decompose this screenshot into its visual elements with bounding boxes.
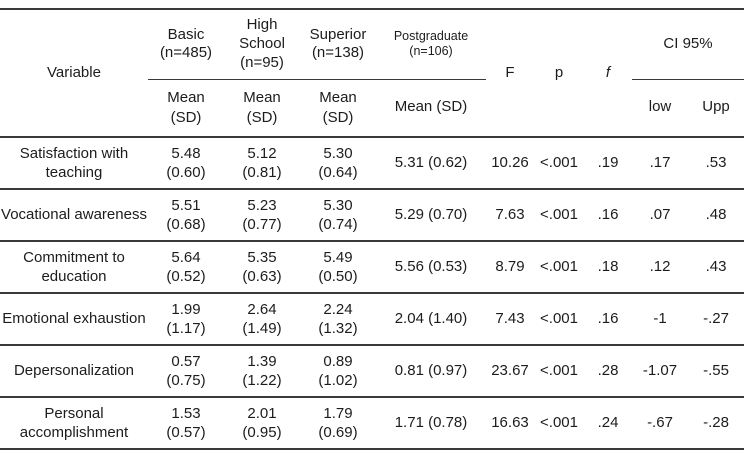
cell-ci-upp: -.28 bbox=[703, 413, 729, 431]
table-row: Satisfaction with teaching 5.48 (0.60) 5.… bbox=[0, 137, 744, 189]
cell-postgraduate: 5.29 (0.70) bbox=[394, 205, 468, 223]
cell-effect-f: .16 bbox=[597, 205, 619, 223]
cell-ci-low: .07 bbox=[649, 205, 671, 223]
cell-f-ratio: 8.79 bbox=[495, 257, 525, 275]
cell-superior: 1.79 (0.69) bbox=[318, 404, 358, 442]
cell-p-value: <.001 bbox=[540, 205, 578, 223]
table-row: Commitment to education 5.64 (0.52) 5.35(… bbox=[0, 241, 744, 293]
cell-superior: 5.30 (0.64) bbox=[318, 144, 358, 182]
column-header-basic: Basic (n=485) bbox=[148, 9, 224, 80]
cell-variable: Personal accomplishment bbox=[19, 404, 129, 442]
column-header-high-school: High School (n=95) bbox=[224, 9, 300, 80]
column-header-variable: Variable bbox=[47, 63, 101, 81]
subheader-basic-mean-sd: Mean (SD) bbox=[167, 89, 205, 126]
cell-variable: Depersonalization bbox=[13, 362, 135, 380]
column-header-p-value: p bbox=[554, 63, 564, 81]
cell-postgraduate: 0.81 (0.97) bbox=[394, 361, 468, 379]
cell-f-ratio: 10.26 bbox=[491, 153, 529, 171]
cell-superior: 0.89 (1.02) bbox=[318, 352, 358, 390]
cell-basic: 0.57 (0.75) bbox=[166, 352, 206, 390]
table-row: Emotional exhaustion 1.99 (1.17) 2.64 (1.4… bbox=[0, 293, 744, 345]
cell-p-value: <.001 bbox=[540, 153, 578, 171]
cell-ci-upp: -.55 bbox=[703, 361, 729, 379]
cell-p-value: <.001 bbox=[540, 361, 578, 379]
cell-ci-low: .12 bbox=[649, 257, 671, 275]
table-row: Personal accomplishment 1.53 (0.57) 2.01(… bbox=[0, 397, 744, 449]
cell-high-school: 2.64 (1.49) bbox=[242, 300, 282, 338]
cell-high-school: 5.12 (0.81) bbox=[242, 144, 282, 182]
column-header-f-ratio: F bbox=[505, 63, 515, 81]
cell-ci-upp: .53 bbox=[705, 153, 727, 171]
column-header-postgraduate: Postgraduate (n=106) bbox=[376, 9, 486, 80]
cell-effect-f: .18 bbox=[597, 257, 619, 275]
cell-basic: 5.51 (0.68) bbox=[166, 196, 206, 234]
cell-p-value: <.001 bbox=[540, 309, 578, 327]
cell-effect-f: .24 bbox=[597, 413, 619, 431]
cell-ci-upp: -.27 bbox=[703, 309, 729, 327]
cell-f-ratio: 23.67 bbox=[491, 361, 529, 379]
table-row: Depersonalization 0.57 (0.75) 1.39 (1.22) … bbox=[0, 345, 744, 397]
cell-superior: 2.24 (1.32) bbox=[318, 300, 358, 338]
column-header-ci95: CI 95% bbox=[632, 9, 744, 80]
cell-high-school: 2.01 (0.95) bbox=[242, 404, 282, 442]
subheader-high-school-mean-sd: Mean (SD) bbox=[243, 89, 281, 126]
cell-variable: Satisfaction with teaching bbox=[19, 144, 129, 182]
cell-p-value: <.001 bbox=[540, 413, 578, 431]
cell-postgraduate: 5.31 (0.62) bbox=[394, 153, 468, 171]
cell-ci-low: .17 bbox=[649, 153, 671, 171]
cell-ci-low: -.67 bbox=[647, 413, 673, 431]
cell-f-ratio: 7.63 bbox=[495, 205, 525, 223]
cell-f-ratio: 7.43 bbox=[495, 309, 525, 327]
cell-basic: 1.53 (0.57) bbox=[166, 404, 206, 442]
cell-f-ratio: 16.63 bbox=[491, 413, 529, 431]
subheader-ci-upp: Upp bbox=[702, 98, 730, 116]
header-row-subheaders: Mean (SD) Mean (SD) Mean (SD) Mean (SD) … bbox=[0, 79, 744, 137]
cell-ci-upp: .43 bbox=[705, 257, 727, 275]
cell-superior: 5.30 (0.74) bbox=[318, 196, 358, 234]
subheader-ci-low: low bbox=[648, 98, 672, 116]
cell-superior: 5.49 (0.50) bbox=[318, 248, 358, 286]
subheader-superior-mean-sd: Mean (SD) bbox=[319, 89, 357, 126]
column-header-superior: Superior (n=138) bbox=[300, 9, 376, 80]
cell-postgraduate: 2.04 (1.40) bbox=[394, 309, 468, 327]
anova-results-table: Variable Basic (n=485) High School (n=95… bbox=[0, 8, 744, 450]
cell-basic: 5.64 (0.52) bbox=[166, 248, 206, 286]
cell-variable: Commitment to education bbox=[23, 248, 125, 286]
cell-variable: Emotional exhaustion bbox=[2, 310, 146, 328]
cell-postgraduate: 1.71 (0.78) bbox=[394, 413, 468, 431]
cell-basic: 1.99 (1.17) bbox=[166, 300, 206, 338]
cell-high-school: 5.35 (0.63) bbox=[242, 248, 282, 286]
cell-ci-upp: .48 bbox=[705, 205, 727, 223]
table-row: Vocational awareness 5.51 (0.68) 5.23 (0.7… bbox=[0, 189, 744, 241]
column-header-effect-size-f: f bbox=[605, 63, 611, 81]
cell-variable: Vocational awareness bbox=[1, 206, 147, 224]
cell-ci-low: -1.07 bbox=[642, 361, 678, 379]
cell-effect-f: .19 bbox=[597, 153, 619, 171]
header-row-groups: Variable Basic (n=485) High School (n=95… bbox=[0, 9, 744, 81]
cell-high-school: 5.23 (0.77) bbox=[242, 196, 282, 234]
cell-basic: 5.48 (0.60) bbox=[166, 144, 206, 182]
cell-ci-low: -1 bbox=[653, 309, 667, 327]
cell-p-value: <.001 bbox=[540, 257, 578, 275]
cell-high-school: 1.39 (1.22) bbox=[242, 352, 282, 390]
cell-effect-f: .16 bbox=[597, 309, 619, 327]
subheader-postgraduate-mean-sd: Mean (SD) bbox=[394, 98, 468, 116]
cell-postgraduate: 5.56 (0.53) bbox=[394, 257, 468, 275]
cell-effect-f: .28 bbox=[597, 361, 619, 379]
